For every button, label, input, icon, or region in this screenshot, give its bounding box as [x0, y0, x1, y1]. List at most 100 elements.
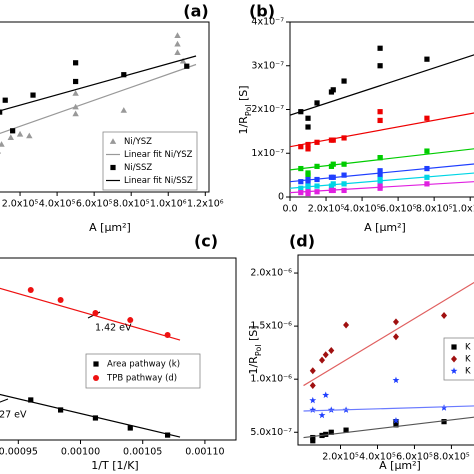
fit-line: [303, 405, 474, 412]
marker: [174, 49, 181, 55]
marker: [164, 432, 171, 438]
marker: [127, 317, 134, 324]
slope-marker: [0, 398, 9, 403]
marker: [72, 90, 79, 96]
legend-box: [443, 337, 474, 381]
marker: [298, 190, 304, 196]
marker: [305, 170, 311, 176]
panel-title: (b): [249, 2, 275, 21]
marker: [341, 135, 347, 141]
marker: [392, 333, 399, 341]
y-axis-label-part: [S]: [247, 325, 260, 344]
legend-label: K: [465, 355, 471, 365]
legend-label: Linear fit Ni/SSZ: [124, 176, 193, 186]
legend-label: Ni/YSZ: [124, 137, 152, 147]
fit-line: [0, 393, 181, 438]
marker: [57, 297, 64, 304]
plot-frame: [297, 254, 474, 446]
marker: [92, 415, 99, 421]
marker: [10, 128, 16, 134]
marker: [377, 155, 383, 161]
x-tick-label: 0.00100: [61, 447, 100, 458]
marker: [377, 63, 383, 69]
marker: [121, 72, 127, 78]
fit-line: [290, 163, 474, 183]
marker: [328, 347, 335, 355]
marker: [343, 427, 349, 433]
marker: [330, 161, 336, 167]
marker: [0, 151, 2, 154]
legend-box: [85, 353, 201, 389]
fit-line: [290, 172, 474, 189]
marker: [309, 406, 317, 413]
legend-marker: [109, 138, 117, 144]
marker: [16, 130, 24, 137]
marker: [30, 92, 36, 98]
marker: [73, 78, 79, 85]
x-axis-label: A [µm²]: [379, 459, 421, 472]
marker: [174, 40, 181, 47]
legend-marker: [451, 355, 457, 363]
marker: [92, 309, 99, 316]
fit-line: [290, 148, 474, 171]
marker: [377, 176, 383, 183]
marker: [330, 137, 336, 143]
fit-line: [290, 54, 474, 116]
marker: [0, 141, 5, 147]
x-tick-label: 2.0x10⁵: [322, 452, 359, 463]
marker: [318, 411, 326, 419]
y-axis-label: 1/RPol [S]: [247, 325, 263, 374]
y-tick-label: 3x10⁻⁷: [251, 60, 284, 71]
marker: [309, 367, 316, 375]
x-tick-label: 0.00105: [123, 447, 162, 458]
plot-frame: [0, 21, 210, 193]
y-tick-label: 5.0x10⁻⁷: [250, 427, 292, 438]
marker: [298, 144, 304, 150]
legend-marker: [110, 164, 116, 171]
fit-line: [0, 287, 181, 341]
marker: [377, 117, 383, 124]
marker: [127, 425, 133, 431]
x-axis-label: A [µm²]: [89, 221, 131, 234]
y-tick-label: 2.0x10⁻⁶: [250, 268, 292, 279]
marker: [330, 181, 336, 187]
marker: [73, 60, 79, 66]
x-tick-label: 0.0: [282, 204, 297, 215]
marker: [377, 168, 383, 174]
fit-line: [303, 281, 474, 387]
marker: [305, 183, 311, 189]
marker: [341, 187, 347, 194]
legend-label: Area pathway (k): [107, 360, 180, 370]
marker: [305, 124, 311, 130]
marker: [322, 391, 330, 399]
marker: [310, 434, 316, 441]
y-tick-label: 0: [278, 192, 284, 203]
fit-line: [290, 181, 474, 194]
marker: [314, 189, 320, 195]
panel-title: (d): [289, 232, 315, 251]
marker: [393, 422, 399, 428]
plot-layer: [303, 281, 474, 444]
marker: [72, 110, 79, 117]
y-tick-label: 4x10⁻⁷: [251, 17, 284, 28]
marker: [174, 32, 181, 38]
panel-title: (a): [183, 2, 208, 21]
y-tick-label: 2x10⁻⁷: [251, 104, 284, 115]
x-tick-label: 4.0x10⁵: [359, 452, 396, 463]
y-axis-label-part: [S]: [237, 85, 250, 104]
y-tick-label: 1.0x10⁻⁶: [250, 374, 292, 385]
x-tick-label: 1.2x10⁶: [187, 199, 224, 210]
legend-label: K: [465, 343, 471, 353]
marker: [2, 97, 8, 103]
y-axis-label-part: Pol: [244, 105, 253, 117]
x-tick-label: 6.0x10⁵: [76, 199, 113, 210]
marker: [305, 115, 311, 121]
legend-label: Linear fit Ni/YSZ: [124, 150, 193, 160]
marker: [440, 404, 448, 411]
legend-marker: [451, 344, 457, 350]
marker: [305, 146, 311, 152]
marker: [328, 429, 334, 435]
plot-layer: [0, 287, 181, 438]
marker: [377, 183, 383, 189]
